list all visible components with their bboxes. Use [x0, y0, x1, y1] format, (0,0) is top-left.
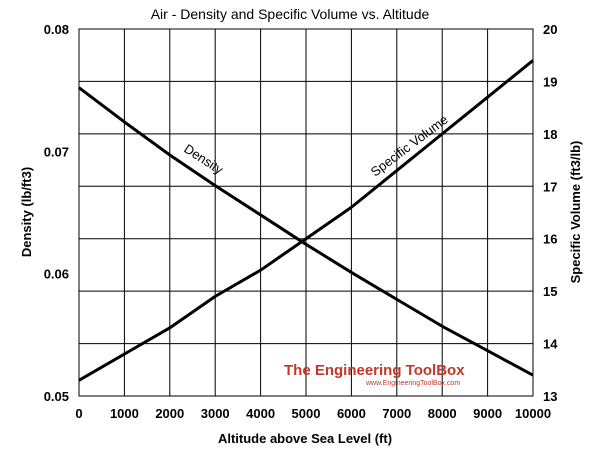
- x-axis-label: Altitude above Sea Level (ft): [218, 431, 392, 446]
- plot-area: [78, 28, 534, 397]
- y2-tick-label: 13: [543, 389, 557, 404]
- x-axis-ticks: 0 1000 2000 3000 4000 5000 6000 7000 8000 9000 100…: [75, 406, 551, 421]
- y2-tick-label: 19: [543, 74, 557, 89]
- x-tick-label: 5000: [292, 406, 321, 421]
- y2-tick-label: 14: [543, 337, 558, 352]
- y2-tick-label: 20: [543, 22, 557, 37]
- y2-tick-label: 15: [543, 284, 557, 299]
- x-tick-label: 3000: [201, 406, 230, 421]
- x-tick-label: 8000: [428, 406, 457, 421]
- x-tick-label: 4000: [246, 406, 275, 421]
- series-lines: [78, 59, 534, 382]
- y2-tick-label: 18: [543, 127, 557, 142]
- watermark-title: The Engineering ToolBox: [284, 362, 465, 379]
- density-curve-label: Density: [181, 141, 226, 177]
- x-tick-label: 2000: [155, 406, 184, 421]
- x-tick-label: 10000: [515, 406, 551, 421]
- y-tick-label: 0.07: [44, 144, 69, 159]
- y-axis-ticks: 0.05 0.06 0.07 0.08: [44, 22, 69, 404]
- y-tick-label: 0.05: [44, 389, 69, 404]
- x-tick-label: 6000: [337, 406, 366, 421]
- y-tick-label: 0.06: [44, 267, 69, 282]
- y-axis-label: Density (lb/ft3): [19, 167, 34, 257]
- y2-axis-ticks: 13 14 15 16 17 18 19 20: [543, 22, 558, 404]
- watermark-logo: The Engineering ToolBox www.EngineeringT…: [284, 362, 465, 387]
- x-tick-label: 7000: [382, 406, 411, 421]
- x-tick-label: 9000: [473, 406, 502, 421]
- chart-title: Air - Density and Specific Volume vs. Al…: [151, 6, 430, 22]
- y2-axis-label: Specific Volume (ft3/lb): [568, 141, 583, 284]
- x-tick-label: 0: [75, 406, 82, 421]
- y2-tick-label: 17: [543, 179, 557, 194]
- x-tick-label: 1000: [110, 406, 139, 421]
- y2-tick-label: 16: [543, 232, 557, 247]
- y-tick-label: 0.08: [44, 22, 69, 37]
- watermark-url: www.EngineeringToolBox.com: [365, 380, 460, 387]
- specific-volume-curve-label: Specific Volume: [368, 112, 451, 180]
